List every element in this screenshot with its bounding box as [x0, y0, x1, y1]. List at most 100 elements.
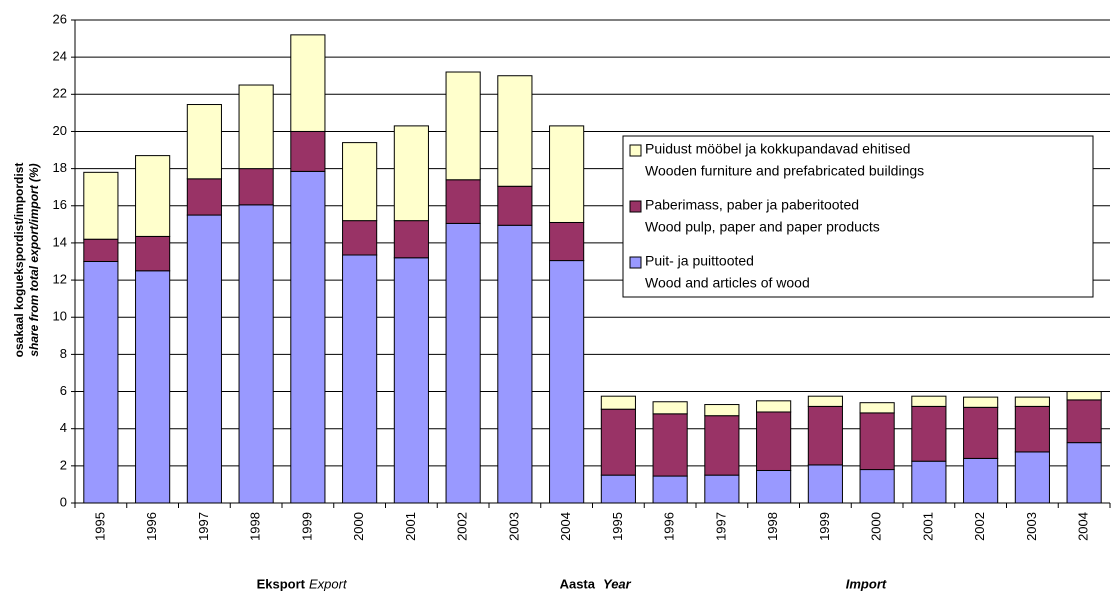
group-label: Import — [846, 576, 887, 591]
legend-label: Puidust mööbel ja kokkupandavad ehitised — [645, 141, 910, 157]
bar-segment — [704, 404, 740, 417]
bar-segment — [600, 474, 636, 504]
bar-segment — [859, 469, 895, 504]
bar-segment — [290, 170, 326, 504]
bar-segment — [186, 214, 222, 504]
bar-segment — [911, 460, 947, 504]
bar-segment — [135, 155, 171, 237]
bar-segment — [911, 405, 947, 462]
x-tick-label: 1998 — [248, 512, 263, 541]
x-tick-label: 1998 — [765, 512, 780, 541]
x-tick-label: 2004 — [558, 512, 573, 541]
bar-segment — [497, 224, 533, 504]
bar-segment — [704, 415, 740, 476]
bar-segment — [290, 34, 326, 132]
bar-segment — [807, 464, 843, 504]
x-tick-label: 1996 — [662, 512, 677, 541]
y-tick-label: 12 — [53, 272, 67, 287]
bar-segment — [652, 413, 688, 477]
y-tick-label: 6 — [60, 383, 67, 398]
bar-segment — [807, 395, 843, 407]
bar-segment — [497, 75, 533, 187]
y-tick-label: 4 — [60, 420, 67, 435]
group-label: Aasta — [560, 576, 596, 591]
x-tick-label: 2004 — [1076, 512, 1091, 541]
x-tick-label: 2002 — [455, 512, 470, 541]
legend-swatch — [629, 200, 642, 213]
legend-swatch — [629, 144, 642, 157]
x-tick-label: 2002 — [972, 512, 987, 541]
bar-segment — [1014, 396, 1050, 407]
bar-segment — [238, 204, 274, 504]
x-tick-label: 2003 — [506, 512, 521, 541]
bar-segment — [83, 171, 119, 240]
bar-segment — [290, 130, 326, 172]
x-tick-label: 2001 — [403, 512, 418, 541]
bar-segment — [1066, 399, 1102, 444]
legend-label: Paberimass, paber ja paberitooted — [645, 197, 859, 213]
bar-segment — [83, 238, 119, 262]
bar-segment — [238, 168, 274, 206]
bar-segment — [963, 396, 999, 408]
x-tick-label: 1995 — [92, 512, 107, 541]
x-tick-label: 2001 — [920, 512, 935, 541]
legend-label: Puit- ja puittooted — [645, 253, 754, 269]
bar-segment — [393, 257, 429, 504]
group-label: Export — [309, 576, 348, 591]
x-tick-label: 1997 — [196, 512, 211, 541]
y-tick-label: 10 — [53, 309, 67, 324]
y-tick-label: 20 — [53, 123, 67, 138]
bar-segment — [756, 400, 792, 413]
bar-segment — [342, 220, 378, 256]
bar-segment — [393, 125, 429, 222]
bar-segment — [911, 395, 947, 407]
bar-segment — [963, 457, 999, 504]
bar-segment — [1066, 442, 1102, 504]
x-tick-label: 1995 — [610, 512, 625, 541]
bar-segment — [445, 222, 481, 504]
legend-box — [622, 135, 1094, 298]
x-tick-label: 2000 — [351, 512, 366, 541]
bar-segment — [342, 142, 378, 222]
y-tick-label: 8 — [60, 346, 67, 361]
group-label: Eksport — [257, 576, 306, 591]
y-tick-label: 16 — [53, 197, 67, 212]
y-label-line: share from total export/import (%) — [27, 163, 41, 356]
y-tick-label: 0 — [60, 494, 67, 509]
y-tick-label: 26 — [53, 11, 67, 26]
y-axis-label: osakaal koguekspordist/impordist share f… — [12, 163, 41, 358]
legend-label: Wooden furniture and prefabricated build… — [645, 163, 924, 179]
legend-label: Wood pulp, paper and paper products — [645, 219, 880, 235]
x-tick-label: 1997 — [713, 512, 728, 541]
x-tick-label: 2000 — [869, 512, 884, 541]
bar-segment — [704, 474, 740, 504]
y-tick-label: 18 — [53, 160, 67, 175]
y-label-line: osakaal koguekspordist/impordist — [12, 163, 26, 358]
group-label: Year — [603, 576, 632, 591]
bar-segment — [342, 254, 378, 504]
bar-segment — [497, 185, 533, 226]
bar-segment — [859, 402, 895, 414]
bar-segment — [652, 401, 688, 415]
x-tick-label: 1996 — [144, 512, 159, 541]
bar-segment — [83, 261, 119, 504]
bar-segment — [135, 270, 171, 504]
bar-segment — [549, 125, 585, 223]
bar-segment — [1014, 405, 1050, 453]
y-tick-label: 14 — [53, 234, 67, 249]
x-tick-label: 1999 — [299, 512, 314, 541]
bar-segment — [1014, 451, 1050, 504]
bar-segment — [549, 260, 585, 504]
y-tick-label: 22 — [53, 86, 67, 101]
bar-segment — [445, 71, 481, 181]
bar-segment — [186, 178, 222, 216]
legend: Puidust mööbel ja kokkupandavad ehitised… — [622, 135, 1094, 298]
bar-segment — [963, 406, 999, 459]
bar-segment — [393, 220, 429, 259]
x-tick-label: 1999 — [817, 512, 832, 541]
bar-segment — [807, 405, 843, 466]
bar-segment — [756, 411, 792, 471]
bar-segment — [135, 235, 171, 272]
bar-segment — [859, 412, 895, 471]
